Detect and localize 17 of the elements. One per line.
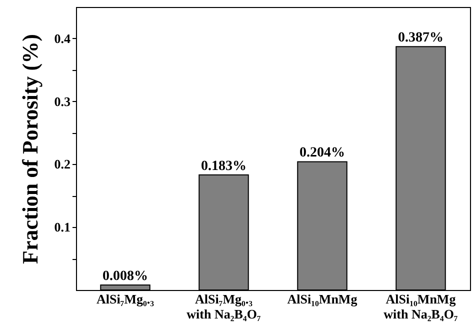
x-tick-label: AlSi₁₀MnMg with Na₂B₄O₇ bbox=[384, 292, 458, 322]
bar bbox=[297, 161, 348, 290]
y-tick-label: 0.3 bbox=[54, 94, 71, 109]
data-label: 0.008% bbox=[102, 268, 148, 284]
x-tick-label: AlSi₁₀MnMg bbox=[287, 292, 358, 306]
data-label: 0.204% bbox=[300, 146, 345, 161]
y-axis-title: Fraction of Porosity (%) bbox=[17, 34, 42, 264]
data-label: 0.183% bbox=[201, 158, 246, 174]
bar bbox=[396, 46, 446, 290]
y-tick-label: 0.2 bbox=[54, 156, 70, 172]
x-tick-label: AlSi₇Mg₀.₃ with Na₂B₄O₇ bbox=[186, 292, 261, 322]
x-tick-label: AlSi₇Mg₀.₃ bbox=[96, 292, 154, 306]
y-tick-label: 0.4 bbox=[54, 30, 71, 46]
data-label: 0.387% bbox=[398, 30, 444, 46]
bar bbox=[198, 174, 249, 290]
bar bbox=[100, 284, 150, 290]
y-tick-label: 0.1 bbox=[54, 220, 70, 235]
